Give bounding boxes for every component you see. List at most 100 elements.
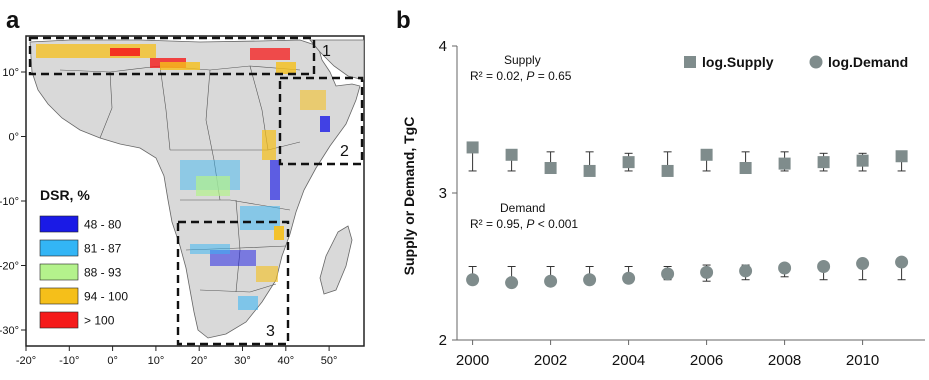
arabia-landmass bbox=[309, 39, 364, 81]
map-y-tick-label: -10° bbox=[0, 196, 19, 208]
demand-point bbox=[505, 276, 519, 290]
y-ticks: 2 3 4 bbox=[439, 38, 457, 349]
dsr-legend: DSR, % 48 - 80 81 - 87 88 - 93 94 - 100 > 10… bbox=[39, 187, 128, 329]
map-x-tick-label: 0° bbox=[107, 355, 118, 367]
region-label-2: 2 bbox=[340, 143, 349, 160]
chart-panel: Supply or Demand, TgC 234 2000 2002 2004 20… bbox=[401, 38, 925, 369]
supply-point bbox=[466, 141, 479, 154]
demand-point bbox=[856, 257, 870, 271]
x-tick-label: 2008 bbox=[768, 352, 801, 369]
map-y-tick-label: 10° bbox=[2, 67, 19, 79]
supply-series bbox=[466, 141, 908, 177]
demand-point bbox=[583, 273, 597, 287]
map-y-tick-label: -30° bbox=[0, 325, 19, 337]
plot-area: 2 3 4 2000 2002 2004 2006 2008 2010 bbox=[439, 38, 925, 369]
x-tick-label: 2002 bbox=[534, 352, 567, 369]
map-x-tick-label: 30° bbox=[234, 355, 251, 367]
demand-note-p-label: P bbox=[526, 217, 534, 231]
map-x-tick-label: -20° bbox=[16, 355, 36, 367]
demand-point bbox=[778, 261, 792, 275]
series-layer bbox=[466, 141, 909, 290]
map-x-tick-label: 40° bbox=[277, 355, 294, 367]
y-tick-label: 3 bbox=[439, 185, 447, 202]
legend-item-label: 94 - 100 bbox=[84, 290, 128, 304]
legend-swatch bbox=[39, 215, 79, 233]
legend-demand-marker bbox=[809, 55, 823, 69]
supply-note-p-label: P bbox=[526, 69, 534, 83]
supply-point bbox=[622, 156, 635, 169]
y-tick-label: 2 bbox=[439, 332, 447, 349]
demand-point bbox=[661, 267, 675, 281]
supply-point bbox=[544, 162, 557, 175]
legend-item-label: 48 - 80 bbox=[84, 218, 122, 232]
x-tick-label: 2000 bbox=[456, 352, 489, 369]
region-box-2 bbox=[278, 76, 364, 166]
demand-point bbox=[817, 260, 831, 273]
demand-annotation: Demand R² = 0.95, P < 0.001 bbox=[470, 201, 578, 231]
legend-supply-marker bbox=[684, 56, 696, 68]
demand-point bbox=[544, 274, 558, 288]
map-x-ticks: -20° -10° 0° 10° 20° 30° 40° 50° bbox=[16, 346, 338, 367]
supply-point bbox=[505, 148, 518, 161]
supply-annotation: Supply R² = 0.02, P = 0.65 bbox=[470, 53, 572, 83]
supply-point bbox=[583, 164, 596, 177]
supply-point bbox=[817, 156, 830, 169]
demand-point bbox=[895, 255, 909, 269]
supply-point bbox=[661, 164, 674, 177]
demand-series bbox=[466, 255, 909, 290]
legend-item-label: 81 - 87 bbox=[84, 242, 122, 256]
legend-item-label: 88 - 93 bbox=[84, 266, 122, 280]
supply-point bbox=[739, 162, 752, 175]
demand-point bbox=[739, 264, 753, 278]
legend-swatch bbox=[39, 287, 79, 305]
legend-swatch bbox=[39, 239, 79, 257]
region-box-3 bbox=[176, 220, 290, 346]
legend-title: DSR, % bbox=[40, 187, 90, 203]
supply-point bbox=[856, 154, 869, 167]
x-tick-label: 2004 bbox=[612, 352, 645, 369]
demand-note-title: Demand bbox=[500, 201, 545, 215]
supply-point bbox=[700, 148, 713, 161]
region-box-1 bbox=[28, 36, 316, 76]
demand-point bbox=[700, 265, 714, 279]
map-x-tick-label: 50° bbox=[321, 355, 338, 367]
region-label-3: 3 bbox=[266, 323, 275, 340]
dsr-pixels bbox=[36, 44, 330, 310]
supply-point bbox=[895, 150, 908, 163]
demand-note-p-value: < 0.001 bbox=[534, 217, 578, 231]
map-y-ticks: 10° 0° -10° -20° -30° bbox=[0, 67, 26, 337]
legend-swatch bbox=[39, 311, 79, 329]
map-y-tick-label: 0° bbox=[8, 132, 19, 144]
legend-swatch bbox=[39, 263, 79, 281]
region-label-1: 1 bbox=[322, 43, 331, 60]
panel-b-label: b bbox=[396, 7, 411, 34]
madagascar bbox=[319, 225, 353, 295]
x-tick-label: 2006 bbox=[690, 352, 723, 369]
map-x-tick-label: 20° bbox=[191, 355, 208, 367]
demand-point bbox=[466, 273, 480, 287]
y-axis-label: Supply or Demand, TgC bbox=[401, 117, 417, 276]
study-regions bbox=[28, 36, 364, 346]
supply-note-title: Supply bbox=[504, 53, 541, 67]
legend-demand-label: log.Demand bbox=[828, 54, 908, 70]
demand-note-r2: R² = 0.95, bbox=[470, 217, 526, 231]
panel-a-label: a bbox=[6, 7, 20, 34]
supply-note-p-value: = 0.65 bbox=[534, 69, 571, 83]
chart-legend: log.Supply log.Demand bbox=[684, 54, 908, 70]
supply-note-stats: R² = 0.02, P = 0.65 bbox=[470, 69, 572, 83]
map-panel: 1 2 3 -20° -10° 0° 10° 20° 30° 40° 50° 10° 0° -10… bbox=[0, 35, 365, 367]
demand-point bbox=[622, 271, 636, 285]
supply-point bbox=[778, 157, 791, 170]
legend-supply-label: log.Supply bbox=[702, 54, 774, 70]
x-ticks: 2000 2002 2004 2006 2008 2010 bbox=[456, 340, 879, 369]
map-x-tick-label: -10° bbox=[59, 355, 79, 367]
demand-note-stats: R² = 0.95, P < 0.001 bbox=[470, 217, 578, 231]
y-tick-label: 4 bbox=[439, 38, 447, 55]
supply-note-r2: R² = 0.02, bbox=[470, 69, 526, 83]
legend-item-label: > 100 bbox=[84, 314, 115, 328]
x-tick-label: 2010 bbox=[846, 352, 879, 369]
map-y-tick-label: -20° bbox=[0, 261, 19, 273]
africa-landmass bbox=[29, 39, 361, 339]
